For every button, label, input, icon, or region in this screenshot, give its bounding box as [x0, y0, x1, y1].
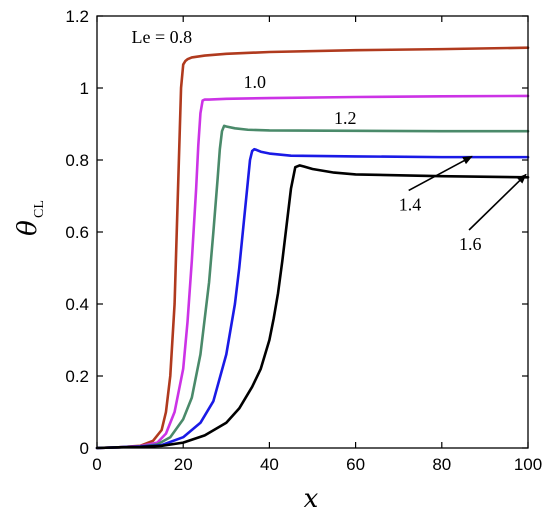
series-layer — [95, 46, 530, 450]
y-tick-label: 0.6 — [65, 223, 89, 242]
plot-area — [97, 16, 528, 448]
series-line-2 — [95, 94, 530, 450]
y-tick-label: 0.2 — [65, 367, 89, 386]
annotation-layer: Le = 0.8 1.0 1.2 1.4 1.6 — [131, 27, 527, 254]
y-axis-label-subscript: CL — [32, 200, 47, 218]
series-line-1 — [95, 46, 530, 450]
series-line-5 — [95, 164, 530, 450]
y-tick-label: 0.4 — [65, 295, 89, 314]
x-tick-label: 40 — [260, 455, 279, 474]
y-axis-label-group: θ CL — [13, 200, 47, 236]
series-annotation-2: 1.0 — [244, 72, 266, 92]
y-axis-label: θ — [13, 220, 43, 236]
y-tick-label: 1 — [80, 79, 89, 98]
series-line-3 — [95, 124, 530, 450]
y-tick-label: 1.2 — [65, 7, 89, 26]
series-annotation-3: 1.2 — [334, 108, 357, 128]
x-axis-label: x — [304, 484, 319, 514]
x-tick-label: 60 — [346, 455, 365, 474]
series-line-4 — [95, 147, 530, 450]
y-tick-label: 0 — [80, 439, 89, 458]
x-tick-label: 100 — [514, 455, 542, 474]
series-annotation-4: 1.4 — [399, 194, 422, 214]
annotation-arrow-5 — [468, 173, 527, 231]
y-tick-label: 0.8 — [65, 151, 89, 170]
x-tick-label: 80 — [432, 455, 451, 474]
series-annotation-1: Le = 0.8 — [131, 27, 192, 47]
axes-layer: 0 20 40 60 80 100 0 0.2 0.4 0.6 0.8 1 1.2 — [65, 7, 542, 474]
annotation-arrow-4 — [408, 155, 473, 192]
series-annotation-5: 1.6 — [459, 234, 482, 254]
x-tick-label: 0 — [92, 455, 101, 474]
x-tick-label: 20 — [174, 455, 193, 474]
plot-background — [97, 16, 528, 448]
